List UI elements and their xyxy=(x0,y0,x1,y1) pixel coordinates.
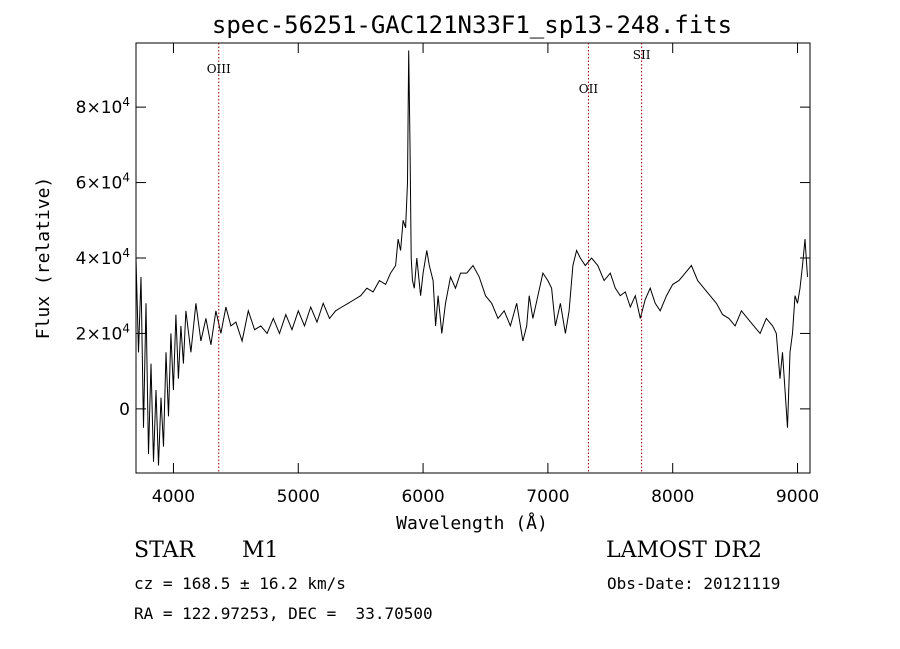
y-tick-label: 6×104 xyxy=(76,171,130,194)
plot-frame xyxy=(135,42,811,474)
y-tick-label: 2×104 xyxy=(76,321,130,344)
x-tick-label: 4000 xyxy=(152,487,195,507)
x-tick-label: 9000 xyxy=(776,487,819,507)
chart-title: spec-56251-GAC121N33F1_sp13-248.fits xyxy=(212,11,732,39)
spectrum-line xyxy=(135,50,808,466)
y-tick-label: 8×104 xyxy=(76,95,130,118)
y-axis-label: Flux (relative) xyxy=(33,177,54,340)
y-axis-ticks: 0 2×104 4×104 6×104 8×104 xyxy=(76,95,810,420)
x-tick-label: 5000 xyxy=(277,487,320,507)
plot-area xyxy=(135,50,808,466)
object-class: STAR xyxy=(134,538,195,563)
x-tick-label: 6000 xyxy=(401,487,444,507)
y-tick-label: 4×104 xyxy=(76,246,130,269)
line-label-oii: OII xyxy=(579,82,599,96)
y-tick-label: 0 xyxy=(119,400,130,420)
x-axis-ticks: 4000 5000 6000 7000 8000 9000 xyxy=(152,43,819,507)
line-label-oiii: OIII xyxy=(207,62,231,76)
redshift-cz: cz = 168.5 ± 16.2 km/s xyxy=(134,574,346,593)
x-tick-label: 7000 xyxy=(526,487,569,507)
line-label-sii: SII xyxy=(633,48,651,62)
ra-dec-coordinates: RA = 122.97253, DEC = 33.70500 xyxy=(134,604,433,623)
object-subclass: M1 xyxy=(242,538,279,563)
x-tick-label: 8000 xyxy=(651,487,694,507)
emission-line-markers: OIII OII SII xyxy=(207,43,651,473)
obs-date: Obs-Date: 20121119 xyxy=(607,574,781,593)
survey-name: LAMOST DR2 xyxy=(606,538,762,563)
x-axis-label: Wavelength (Å) xyxy=(396,512,548,534)
